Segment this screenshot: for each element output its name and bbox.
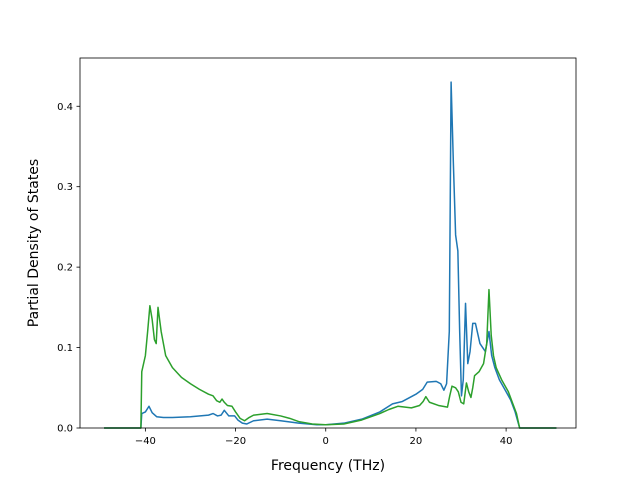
y-axis-label: Partial Density of States (26, 159, 42, 327)
x-tick-label: −20 (225, 436, 246, 447)
y-tick-label: 0.3 (57, 182, 73, 193)
y-tick-label: 0.0 (57, 424, 73, 435)
series-layer (104, 81, 557, 429)
axes-frame (79, 57, 577, 429)
plot-area: −40 −20 0 20 40 0.0 0.1 0.2 0.3 0.4 (57, 57, 577, 447)
y-tick-label: 0.1 (57, 343, 73, 354)
x-axis-ticks: −40 −20 0 20 40 (135, 428, 513, 447)
x-tick-label: 20 (410, 436, 423, 447)
y-axis-ticks: 0.0 0.1 0.2 0.3 0.4 (57, 102, 80, 435)
series-line-2 (104, 288, 557, 429)
y-tick-label: 0.2 (57, 263, 73, 274)
y-tick-label: 0.4 (57, 102, 73, 113)
series-line-1 (104, 81, 557, 429)
x-axis-label: Frequency (THz) (271, 458, 385, 474)
x-tick-label: 40 (500, 436, 513, 447)
x-tick-label: −40 (135, 436, 156, 447)
x-tick-label: 0 (323, 436, 329, 447)
